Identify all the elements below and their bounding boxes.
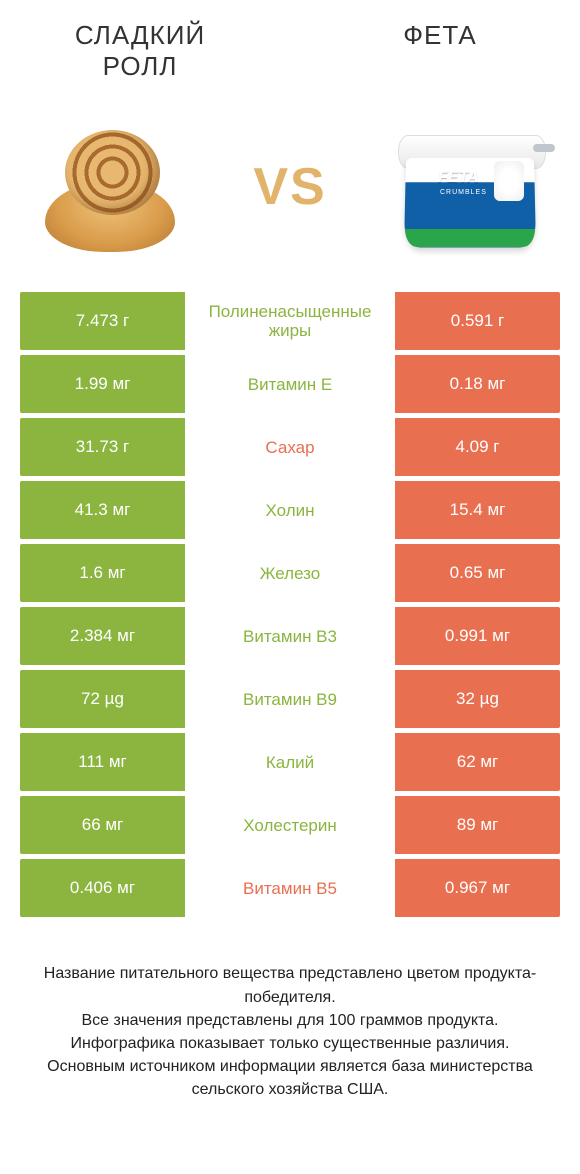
right-value: 32 µg — [395, 670, 560, 728]
nutrient-label: Сахар — [185, 418, 395, 476]
nutrient-label: Холестерин — [185, 796, 395, 854]
table-row: 7.473 гПолиненасыщенные жиры0.591 г — [20, 292, 560, 350]
nutrient-label: Витамин B5 — [185, 859, 395, 917]
right-value: 89 мг — [395, 796, 560, 854]
right-value: 62 мг — [395, 733, 560, 791]
table-row: 41.3 мгХолин15.4 мг — [20, 481, 560, 539]
left-value: 7.473 г — [20, 292, 185, 350]
left-value: 2.384 мг — [20, 607, 185, 665]
right-product-title: ФЕТА — [340, 20, 540, 82]
right-value: 4.09 г — [395, 418, 560, 476]
footer-line: Название питательного вещества представл… — [20, 962, 560, 1008]
footer-line: Основным источником информации является … — [20, 1055, 560, 1101]
table-row: 72 µgВитамин B932 µg — [20, 670, 560, 728]
right-value: 15.4 мг — [395, 481, 560, 539]
left-value: 1.99 мг — [20, 355, 185, 413]
right-value: 0.591 г — [395, 292, 560, 350]
footer-notes: Название питательного вещества представл… — [0, 922, 580, 1101]
left-value: 41.3 мг — [20, 481, 185, 539]
right-value: 0.65 мг — [395, 544, 560, 602]
right-value: 0.18 мг — [395, 355, 560, 413]
left-value: 0.406 мг — [20, 859, 185, 917]
right-value: 0.967 мг — [395, 859, 560, 917]
left-product-image — [20, 107, 200, 267]
table-row: 31.73 гСахар4.09 г — [20, 418, 560, 476]
right-product-image: FETA CRUMBLES — [380, 107, 560, 267]
left-value: 1.6 мг — [20, 544, 185, 602]
nutrient-label: Холин — [185, 481, 395, 539]
table-row: 1.6 мгЖелезо0.65 мг — [20, 544, 560, 602]
table-row: 2.384 мгВитамин B30.991 мг — [20, 607, 560, 665]
footer-line: Инфографика показывает только существенн… — [20, 1032, 560, 1055]
left-value: 66 мг — [20, 796, 185, 854]
comparison-table: 7.473 гПолиненасыщенные жиры0.591 г1.99 … — [20, 292, 560, 917]
product-images-row: VS FETA CRUMBLES — [0, 92, 580, 292]
footer-line: Все значения представлены для 100 граммо… — [20, 1009, 560, 1032]
table-row: 0.406 мгВитамин B50.967 мг — [20, 859, 560, 917]
nutrient-label: Полиненасыщенные жиры — [185, 292, 395, 350]
feta-container-icon: FETA CRUMBLES — [390, 117, 550, 257]
left-value: 111 мг — [20, 733, 185, 791]
table-row: 1.99 мгВитамин E0.18 мг — [20, 355, 560, 413]
nutrient-label: Витамин B9 — [185, 670, 395, 728]
nutrient-label: Калий — [185, 733, 395, 791]
nutrient-label: Железо — [185, 544, 395, 602]
cinnamon-roll-icon — [35, 122, 185, 252]
nutrient-label: Витамин B3 — [185, 607, 395, 665]
left-value: 72 µg — [20, 670, 185, 728]
left-value: 31.73 г — [20, 418, 185, 476]
right-value: 0.991 мг — [395, 607, 560, 665]
vs-label: VS — [253, 157, 326, 217]
header: СЛАДКИЙ РОЛЛ ФЕТА — [0, 0, 580, 92]
nutrient-label: Витамин E — [185, 355, 395, 413]
table-row: 111 мгКалий62 мг — [20, 733, 560, 791]
left-product-title: СЛАДКИЙ РОЛЛ — [40, 20, 240, 82]
table-row: 66 мгХолестерин89 мг — [20, 796, 560, 854]
